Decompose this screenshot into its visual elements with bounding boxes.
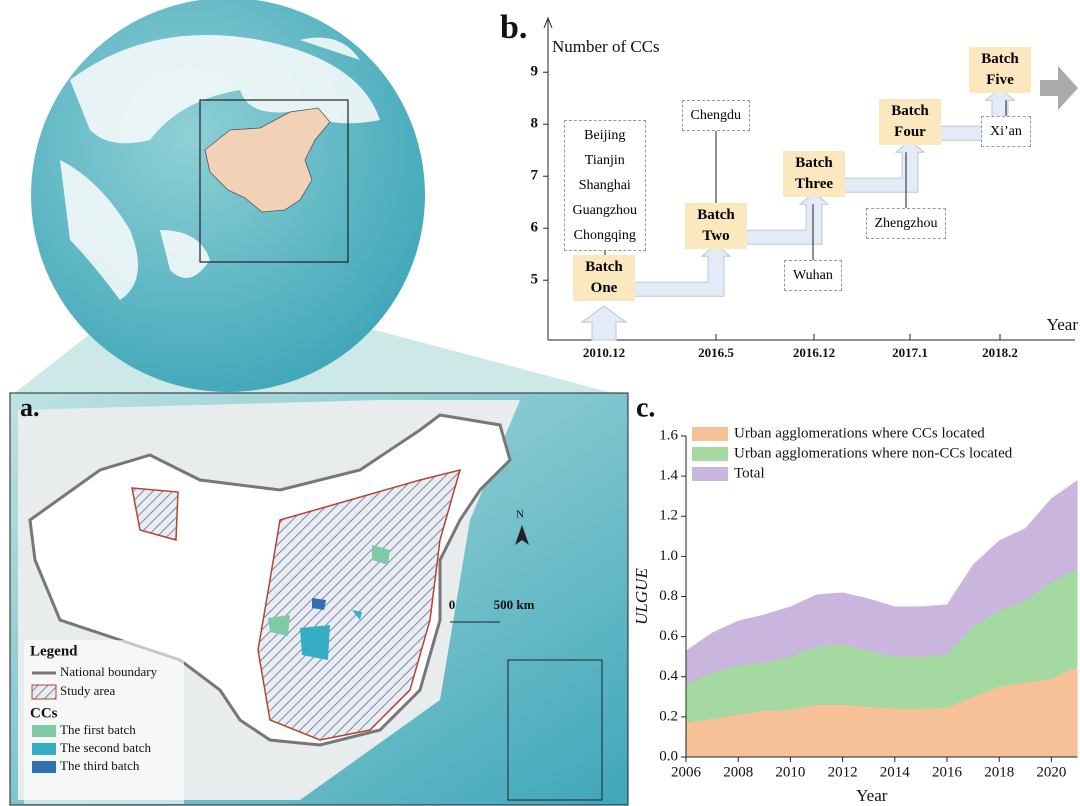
x-tick-label: 2006 [671,764,702,780]
x-tick-label: 2014 [880,764,911,780]
city-box: Zhengzhou [866,208,947,239]
legend-label: Urban agglomerations where non-CCs locat… [734,445,1013,461]
y-tick-label: 0.2 [659,708,678,724]
legend-title: CCs [30,705,58,721]
y-tick-label: 0.8 [659,588,678,604]
legend-swatch [32,725,56,737]
y-axis-title: Number of CCs [552,37,660,56]
y-tick-label: 1.2 [659,508,678,524]
figure: a. Legend National boundary Study area C… [0,0,1080,806]
step-arrow [746,192,828,244]
step-arrow [634,244,730,296]
y-tick-label: 8 [531,116,539,132]
panel-label: a. [20,393,40,422]
legend-label: The first batch [60,722,136,737]
legend-label: Urban agglomerations where CCs located [734,425,985,441]
legend-swatch [692,467,728,481]
y-tick-label: 1.4 [659,468,678,484]
x-axis-title: Year [1047,315,1079,334]
city-box: Chengdu [682,100,751,131]
city: Guangzhou [573,198,638,223]
x-tick-label: 2020 [1036,764,1066,780]
y-tick-label: 0.0 [659,748,678,764]
city: Chongqing [573,223,638,248]
city: Shanghai [573,173,638,198]
x-tick-label: 2016.5 [698,345,734,360]
future-arrow [1040,66,1078,110]
y-tick-label: 1.0 [659,548,678,564]
city: Tianjin [573,148,638,173]
y-tick-label: 0.4 [659,668,678,684]
legend-label: The second batch [60,740,151,755]
batch-box: Batch Four [879,99,941,145]
batch-box: Batch Five [969,47,1031,93]
north-label: N [516,509,524,521]
y-tick-label: 6 [531,220,539,236]
x-tick-label: 2017.1 [892,345,928,360]
legend-label: The third batch [60,758,140,773]
panel-label: c. [636,392,655,423]
city: Wuhan [793,263,833,288]
legend-label: Study area [60,683,115,698]
batch-box: Batch One [573,255,635,301]
city: Beijing [573,123,638,148]
batch-box: Batch Three [783,151,845,197]
x-tick-label: 2008 [723,764,753,780]
legend-label: Total [734,465,765,481]
legend-hatch [32,685,56,699]
city-box: Xi’an [981,116,1031,147]
step-arrow [844,140,924,192]
x-tick-label: 2010 [775,764,805,780]
city: Xi’an [990,119,1022,144]
x-tick-label: 2018 [984,764,1014,780]
city: Chengdu [691,103,742,128]
batch-box: Batch Two [685,203,747,249]
scale-label: 0 [449,597,456,612]
y-tick-label: 0.6 [659,628,678,644]
x-tick-label: 2012 [828,764,858,780]
legend-label: National boundary [60,664,158,679]
legend-swatch [692,427,728,441]
y-tick-label: 5 [531,272,539,288]
city: Zhengzhou [875,211,938,236]
x-tick-label: 2016 [932,764,963,780]
legend-swatch [692,447,728,461]
cc-third [312,598,326,610]
scale-label: 500 km [494,597,535,612]
y-tick-label: 1.6 [659,427,678,443]
x-axis-title: Year [856,786,888,805]
legend-swatch [32,743,56,755]
panel-label: b. [500,9,527,46]
y-tick-label: 7 [531,168,539,184]
x-tick-label: 2010.12 [583,345,625,360]
legend-swatch [32,761,56,773]
city-box: Wuhan [784,260,842,291]
x-tick-label: 2016.12 [793,345,835,360]
x-tick-label: 2018.2 [982,345,1018,360]
y-axis-title: ULGUE [632,568,651,625]
y-tick-label: 9 [531,64,539,80]
first-arrow [582,306,626,340]
legend-title: Legend [30,643,78,659]
